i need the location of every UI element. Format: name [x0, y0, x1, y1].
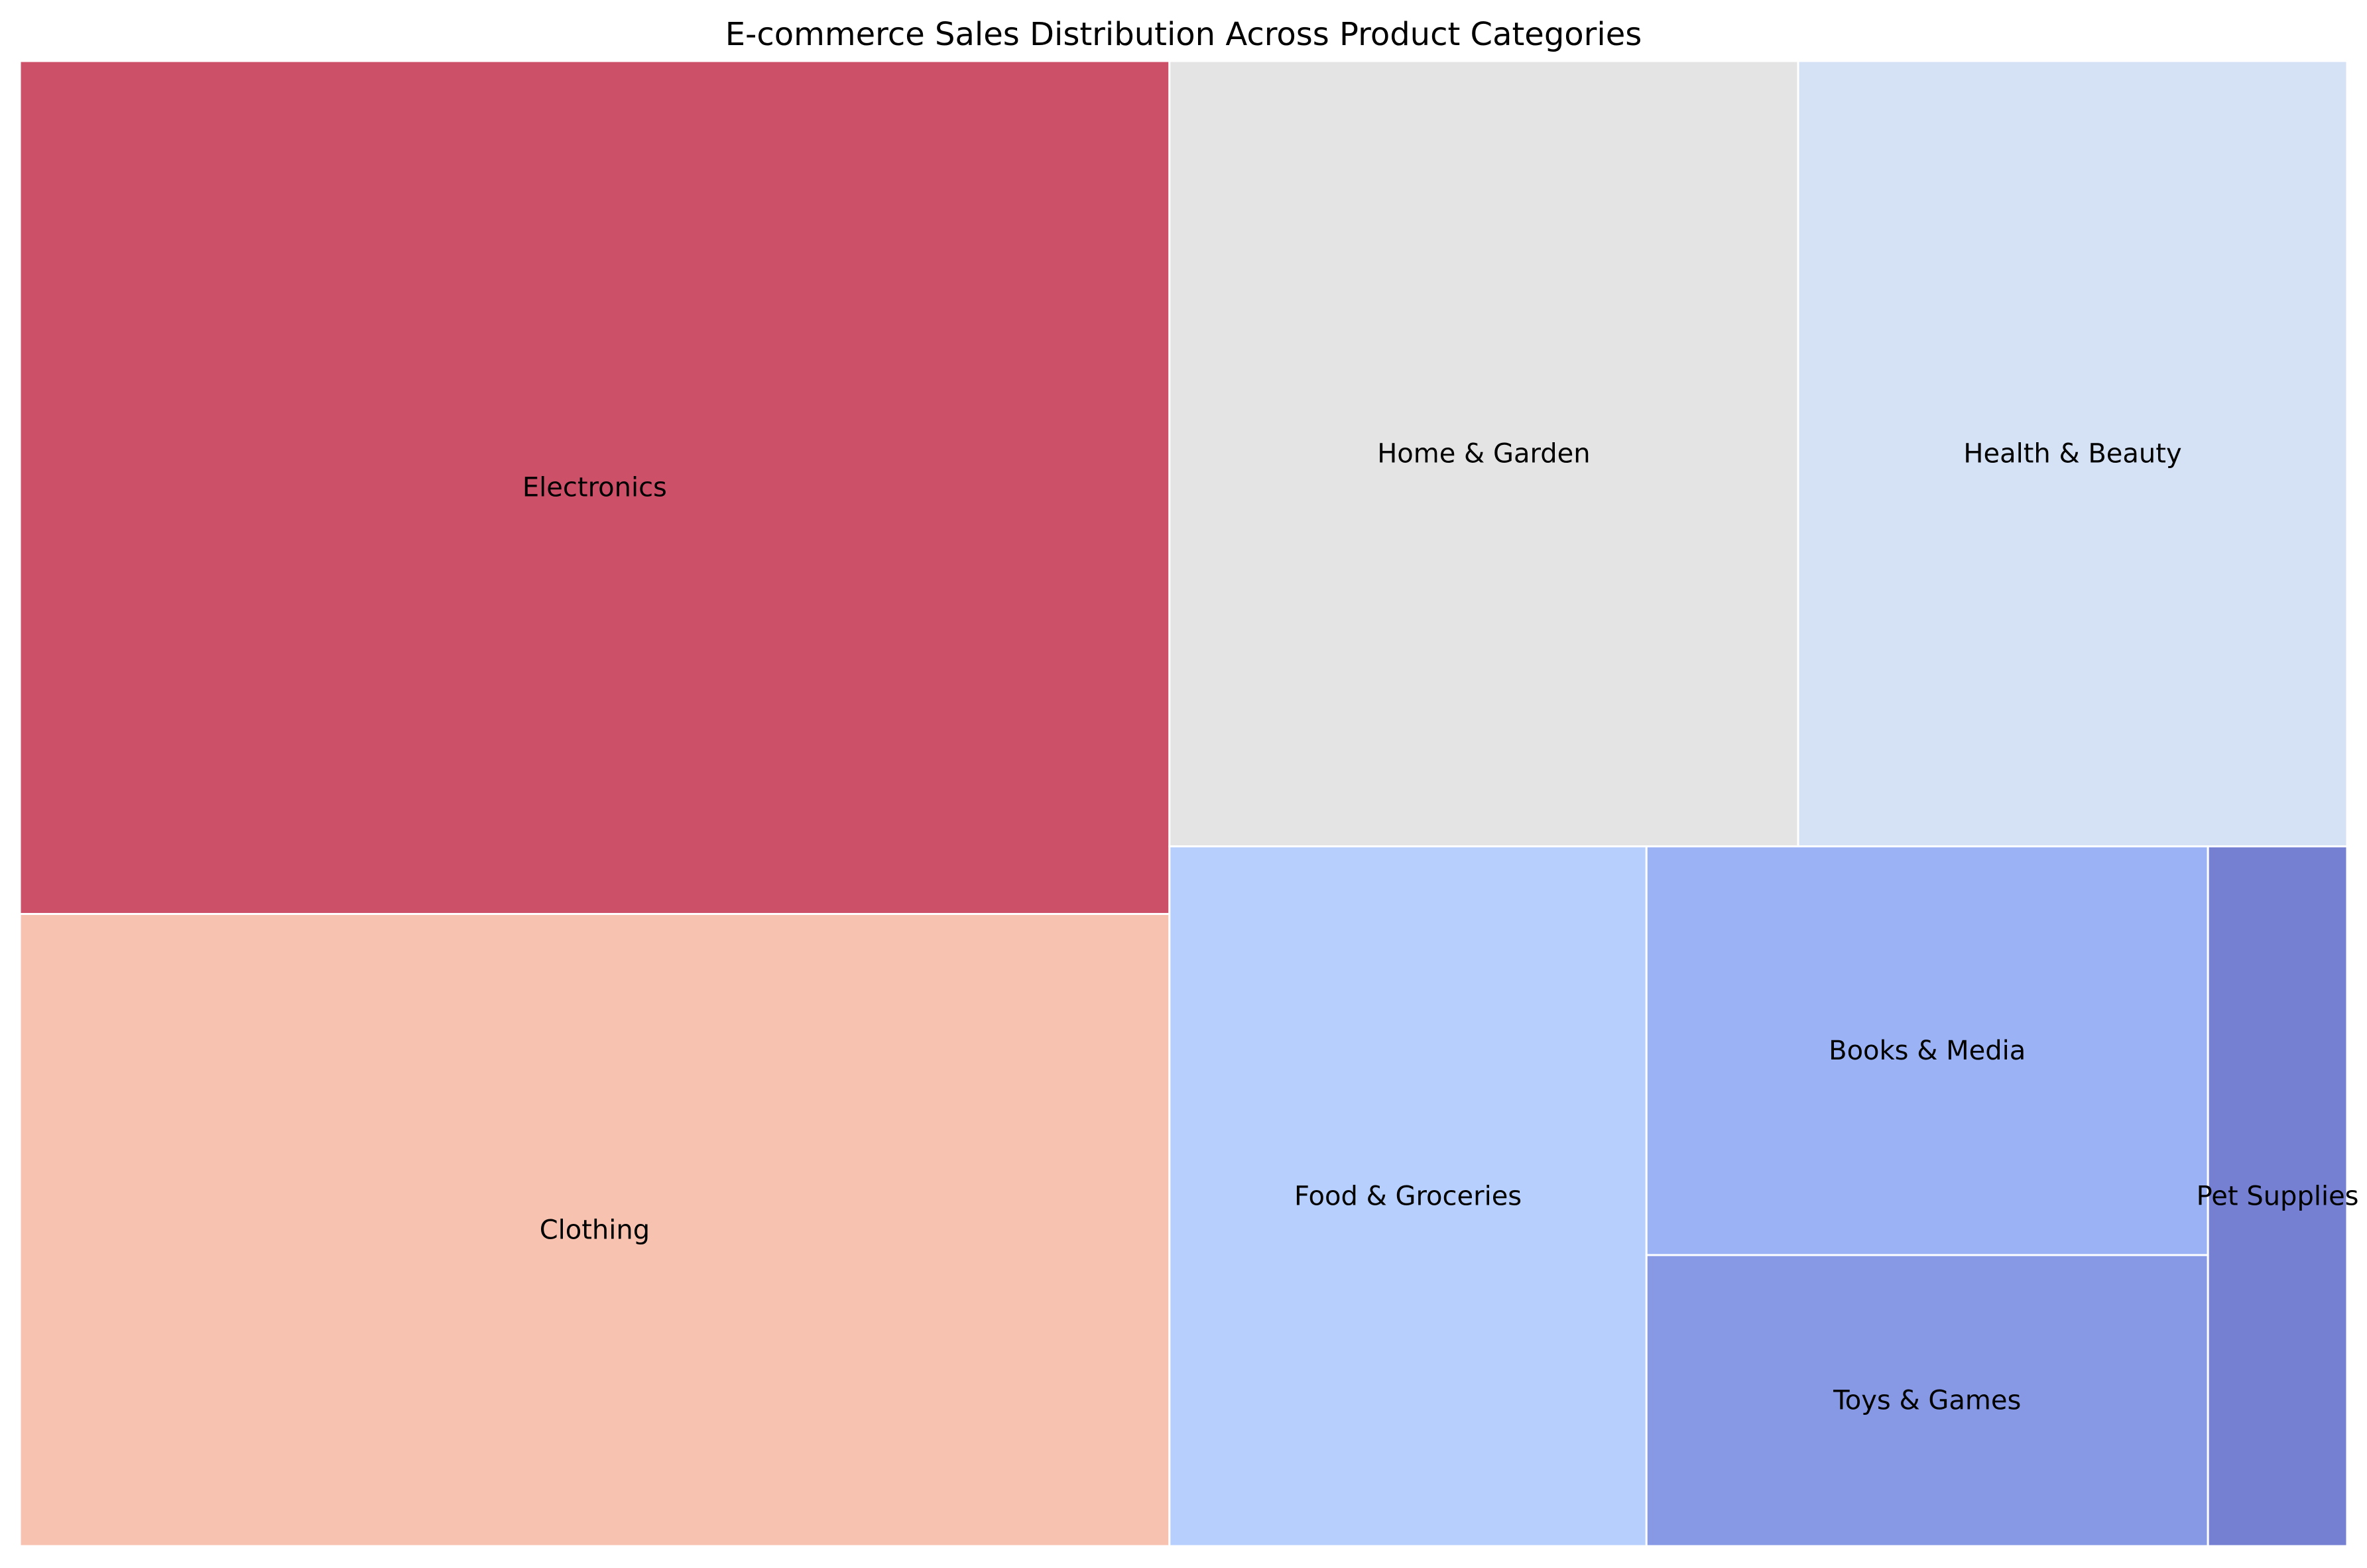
treemap-cell-health-and-beauty [1797, 60, 2348, 848]
treemap-cell-books-and-media [1645, 845, 2209, 1256]
treemap-label-health-and-beauty: Health & Beauty [1963, 438, 2181, 469]
treemap-label-pet-supplies: Pet Supplies [2197, 1181, 2359, 1211]
treemap-cell-electronics [19, 60, 1171, 916]
chart-title: E-commerce Sales Distribution Across Pro… [725, 16, 1642, 53]
treemap-label-home-and-garden: Home & Garden [1377, 438, 1590, 469]
treemap-cell-food-and-groceries [1168, 845, 1648, 1547]
treemap-label-clothing: Clothing [540, 1215, 650, 1245]
treemap-label-toys-and-games: Toys & Games [1833, 1386, 2021, 1416]
treemap-cell-pet-supplies [2207, 845, 2348, 1547]
treemap-cells: Electronics Clothing Home & Garden Health &… [19, 60, 2359, 1547]
treemap-label-food-and-groceries: Food & Groceries [1294, 1181, 1522, 1211]
treemap-label-books-and-media: Books & Media [1829, 1036, 2026, 1066]
treemap-cell-home-and-garden [1168, 60, 1799, 848]
treemap-cell-toys-and-games [1645, 1254, 2209, 1547]
treemap-label-electronics: Electronics [522, 472, 667, 503]
treemap-cell-clothing [19, 913, 1171, 1547]
